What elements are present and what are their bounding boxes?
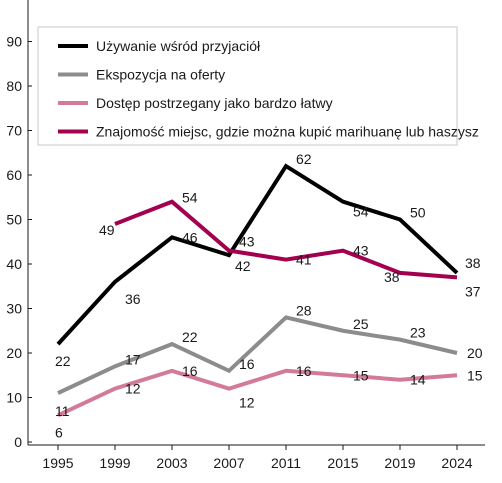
data-label: 41 bbox=[296, 252, 312, 268]
y-tick-label: 70 bbox=[6, 123, 22, 139]
x-tick-label: 2015 bbox=[327, 455, 358, 471]
y-tick-label: 80 bbox=[6, 78, 22, 94]
series-line-1 bbox=[56, 163, 459, 346]
series-line-3 bbox=[57, 368, 458, 418]
legend: Używanie wśród przyjaciół Ekspozycja na o… bbox=[37, 26, 479, 146]
data-label: 22 bbox=[182, 329, 198, 345]
legend-label: Używanie wśród przyjaciół bbox=[96, 38, 261, 54]
x-tick-label: 2024 bbox=[441, 455, 472, 471]
data-label: 37 bbox=[465, 283, 481, 299]
data-labels: 22 36 46 42 62 54 50 38 11 17 22 16 28 25 23 20 6 12 16 12 1… bbox=[55, 151, 483, 440]
series-lines bbox=[56, 163, 459, 418]
x-tick-label: 2003 bbox=[156, 455, 187, 471]
y-tick-label: 20 bbox=[6, 345, 22, 361]
data-label: 15 bbox=[467, 367, 483, 383]
data-label: 36 bbox=[125, 291, 141, 307]
data-label: 23 bbox=[410, 325, 426, 341]
data-label: 16 bbox=[296, 363, 312, 379]
series-line-2 bbox=[57, 315, 458, 395]
data-label: 6 bbox=[55, 424, 63, 440]
y-tick-label: 30 bbox=[6, 301, 22, 317]
data-label: 46 bbox=[182, 229, 198, 245]
data-label: 15 bbox=[353, 367, 369, 383]
data-label: 54 bbox=[182, 190, 198, 206]
data-label: 43 bbox=[353, 243, 369, 259]
data-label: 25 bbox=[353, 316, 369, 332]
data-label: 12 bbox=[125, 381, 141, 397]
y-tick-label: 90 bbox=[6, 34, 22, 50]
data-label: 38 bbox=[465, 255, 481, 271]
data-label: 54 bbox=[353, 204, 369, 220]
y-tick-label: 50 bbox=[6, 212, 22, 228]
data-label: 17 bbox=[125, 351, 141, 367]
data-label: 14 bbox=[410, 372, 426, 388]
x-tick-label: 1995 bbox=[42, 455, 73, 471]
x-tick-label: 2007 bbox=[213, 455, 244, 471]
data-label: 38 bbox=[384, 269, 400, 285]
x-tick-label: 2019 bbox=[384, 455, 415, 471]
data-label: 12 bbox=[239, 395, 255, 411]
x-tick-label: 1999 bbox=[99, 455, 130, 471]
x-tick-label: 2011 bbox=[271, 455, 301, 471]
data-label: 11 bbox=[55, 403, 70, 419]
y-tick-label: 10 bbox=[6, 390, 22, 406]
data-label: 43 bbox=[239, 234, 255, 250]
y-tick-label: 40 bbox=[6, 256, 22, 272]
y-tick-label: 60 bbox=[6, 167, 22, 183]
data-label: 62 bbox=[296, 151, 312, 167]
data-label: 28 bbox=[296, 302, 312, 318]
data-label: 50 bbox=[410, 205, 426, 221]
data-label: 22 bbox=[55, 353, 71, 369]
legend-label: Znajomość miejsc, gdzie można kupić mari… bbox=[96, 124, 479, 140]
data-label: 49 bbox=[99, 222, 115, 238]
legend-label: Dostęp postrzegany jako bardzo łatwy bbox=[96, 95, 333, 111]
data-label: 42 bbox=[235, 258, 251, 274]
legend-label: Ekspozycja na oferty bbox=[96, 67, 225, 83]
data-label: 16 bbox=[182, 363, 198, 379]
legend-box bbox=[37, 26, 458, 146]
series-line-4 bbox=[114, 199, 458, 280]
data-label: 16 bbox=[239, 356, 255, 372]
y-tick-label: 0 bbox=[14, 434, 22, 450]
data-label: 20 bbox=[467, 345, 483, 361]
